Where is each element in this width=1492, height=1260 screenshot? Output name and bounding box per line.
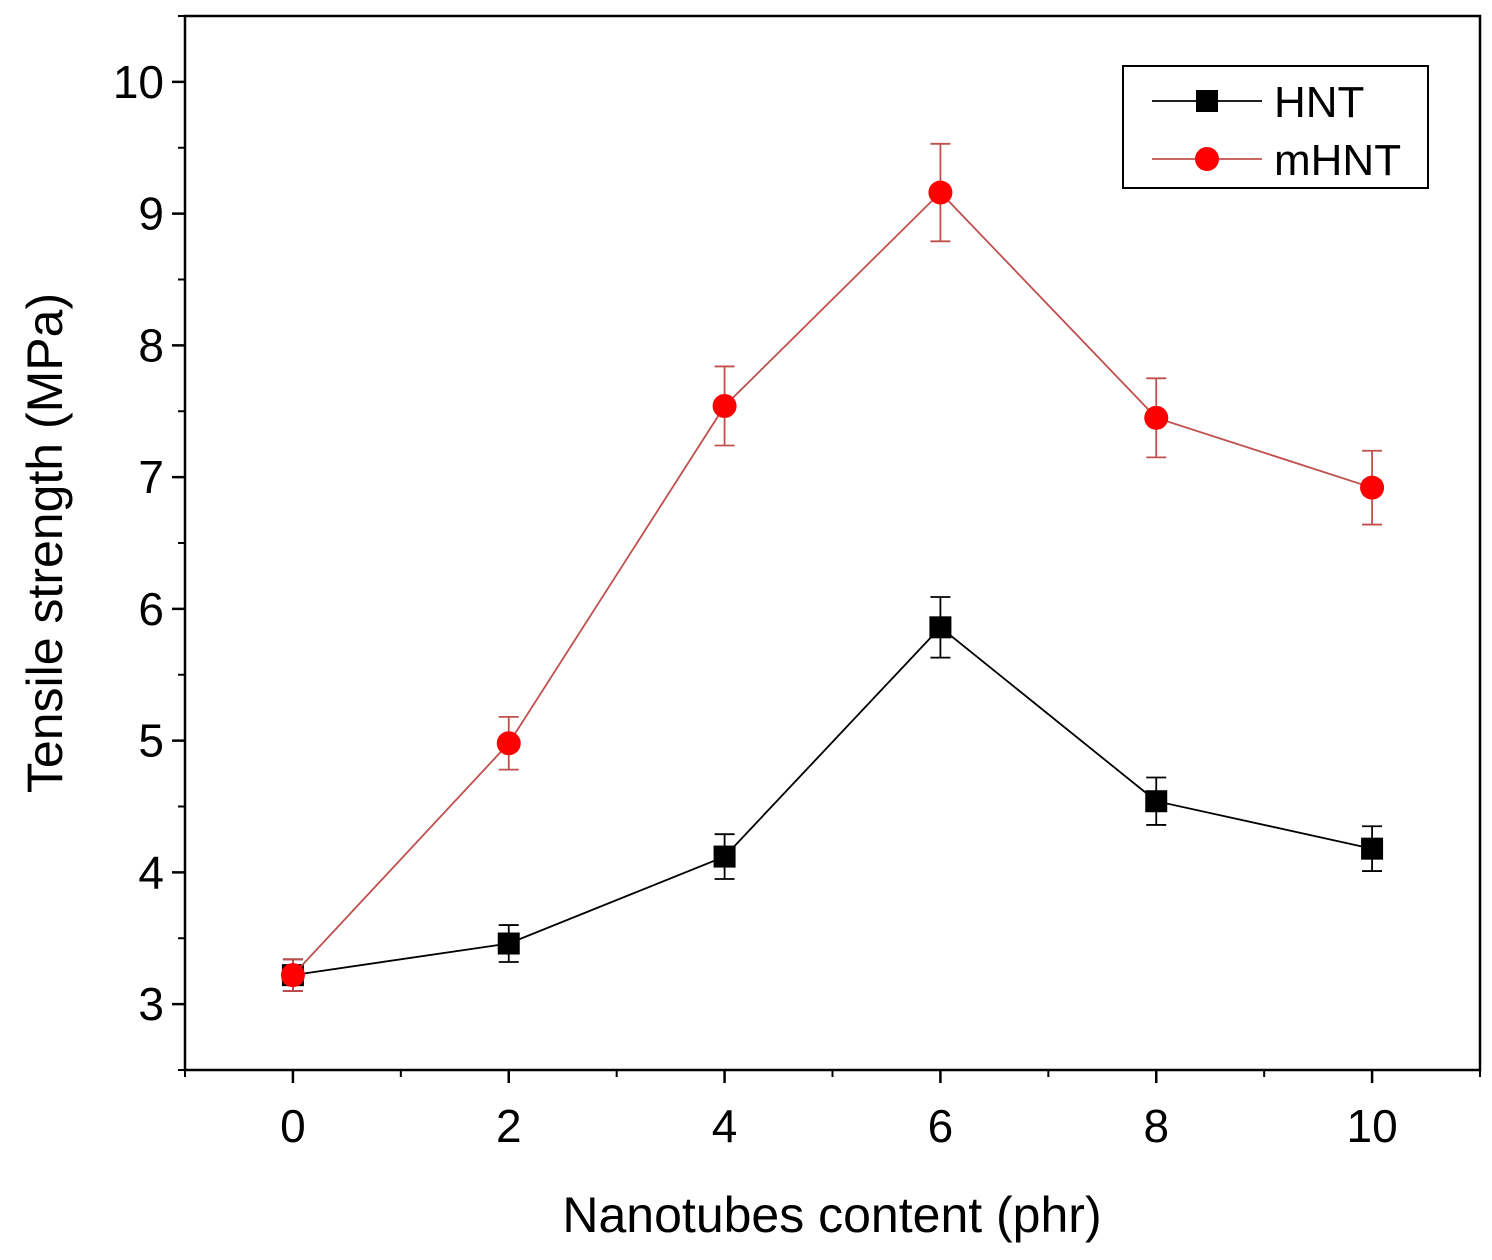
series-line: [292, 626, 1373, 976]
y-axis-ticks: 3 4 5 6 7 8 9 10: [113, 15, 185, 1071]
legend-label: mHNT: [1274, 136, 1401, 185]
x-axis-title: Nanotubes content (phr): [562, 1187, 1101, 1243]
data-point: [928, 180, 953, 205]
series-HNT: [281, 596, 1384, 992]
x-tick-label: 10: [1346, 1100, 1397, 1152]
y-tick-label: 9: [138, 188, 164, 240]
data-point: [1144, 405, 1169, 430]
y-tick-label: 10: [113, 56, 164, 108]
y-tick-label: 6: [138, 583, 164, 635]
legend: HNT mHNT: [1122, 65, 1429, 189]
x-tick-label: 4: [712, 1100, 738, 1152]
y-tick-label: 3: [138, 978, 164, 1030]
legend-marker: [1195, 147, 1219, 171]
y-tick-label: 5: [138, 715, 164, 767]
data-point: [1360, 475, 1385, 500]
data-point: [280, 963, 305, 988]
y-tick-label: 7: [138, 451, 164, 503]
y-tick-label: 4: [138, 846, 164, 898]
data-point: [712, 393, 737, 418]
data-point: [496, 731, 521, 756]
data-point: [1361, 837, 1384, 860]
x-axis-ticks: 0 2 4 6 8 10: [184, 1070, 1481, 1152]
data-point: [497, 932, 520, 955]
x-tick-label: 6: [928, 1100, 954, 1152]
series-layer: [280, 142, 1385, 992]
series-mHNT: [280, 142, 1385, 992]
series-line: [292, 191, 1373, 976]
data-point: [929, 616, 952, 639]
data-point: [713, 845, 736, 868]
y-axis-title: Tensile strength (MPa): [17, 293, 73, 793]
x-tick-label: 2: [496, 1100, 522, 1152]
x-tick-label: 8: [1143, 1100, 1169, 1152]
legend-label: HNT: [1274, 78, 1364, 127]
legend-marker: [1196, 90, 1218, 112]
legend-box: [1122, 65, 1429, 189]
x-tick-label: 0: [280, 1100, 306, 1152]
y-tick-label: 8: [138, 319, 164, 371]
data-point: [1145, 790, 1168, 813]
